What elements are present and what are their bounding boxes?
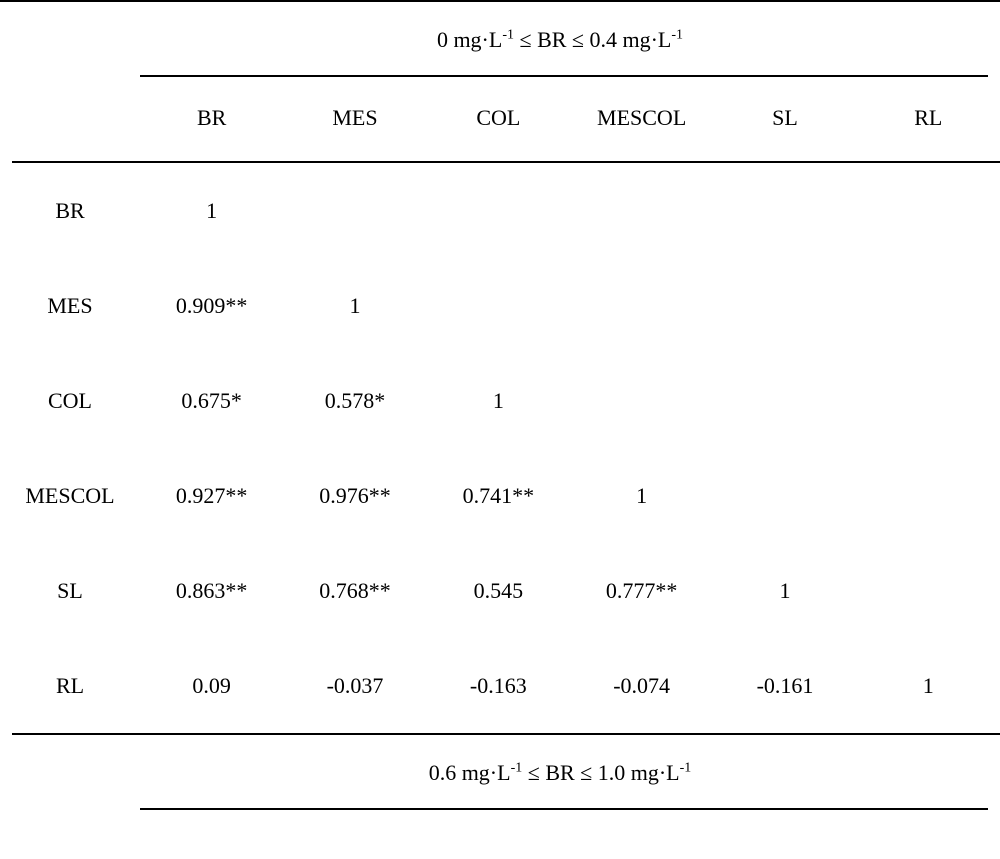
cell: 0.863** bbox=[140, 578, 283, 604]
col-header-sl: SL bbox=[713, 105, 856, 131]
section2-header-sup2: -1 bbox=[680, 761, 692, 776]
section2-header-sup1: -1 bbox=[511, 761, 523, 776]
section2-header-mid: ≤ BR ≤ 1.0 mg·L bbox=[522, 760, 679, 785]
cell: 0.675* bbox=[140, 388, 283, 414]
col-header-col: COL bbox=[427, 105, 570, 131]
cell: 0.768** bbox=[283, 578, 426, 604]
section1-header-prefix: 0 mg·L bbox=[437, 27, 502, 52]
cell: 0.741** bbox=[427, 483, 570, 509]
cell: 1 bbox=[283, 293, 426, 319]
section1-header-sup2: -1 bbox=[671, 28, 683, 43]
cell: 0.927** bbox=[140, 483, 283, 509]
cell: 0.578* bbox=[283, 388, 426, 414]
cell: 0.976** bbox=[283, 483, 426, 509]
cell: 1 bbox=[427, 388, 570, 414]
section2-header-prefix: 0.6 mg·L bbox=[429, 760, 511, 785]
row-label-mes: MES bbox=[0, 293, 140, 319]
cell: 0.909** bbox=[140, 293, 283, 319]
row-label-mescol: MESCOL bbox=[0, 483, 140, 509]
table-row: RL 0.09 -0.037 -0.163 -0.074 -0.161 1 bbox=[0, 638, 1000, 733]
columns-header-row: BR MES COL MESCOL SL RL bbox=[0, 77, 1000, 161]
section2-header: 0.6 mg·L-1 ≤ BR ≤ 1.0 mg·L-1 bbox=[0, 735, 1000, 808]
table-row: MES 0.909** 1 bbox=[0, 258, 1000, 353]
cell: 1 bbox=[570, 483, 713, 509]
cell: -0.163 bbox=[427, 673, 570, 699]
section2-header-underline bbox=[140, 808, 988, 810]
cell: 1 bbox=[713, 578, 856, 604]
section1-header-mid: ≤ BR ≤ 0.4 mg·L bbox=[514, 27, 671, 52]
section1-header-sup1: -1 bbox=[502, 28, 514, 43]
section1-header: 0 mg·L-1 ≤ BR ≤ 0.4 mg·L-1 bbox=[0, 2, 1000, 75]
cell: 0.545 bbox=[427, 578, 570, 604]
cell: -0.161 bbox=[713, 673, 856, 699]
col-header-mescol: MESCOL bbox=[570, 105, 713, 131]
cell: 0.777** bbox=[570, 578, 713, 604]
row-label-br: BR bbox=[0, 198, 140, 224]
cell: 0.09 bbox=[140, 673, 283, 699]
table-row: SL 0.863** 0.768** 0.545 0.777** 1 bbox=[0, 543, 1000, 638]
col-header-rl: RL bbox=[857, 105, 1000, 131]
cell: 1 bbox=[857, 673, 1000, 699]
col-header-mes: MES bbox=[283, 105, 426, 131]
section2-header-text: 0.6 mg·L-1 ≤ BR ≤ 1.0 mg·L-1 bbox=[309, 760, 692, 786]
row-label-sl: SL bbox=[0, 578, 140, 604]
cell: -0.037 bbox=[283, 673, 426, 699]
row-label-rl: RL bbox=[0, 673, 140, 699]
table-row: BR 1 bbox=[0, 163, 1000, 258]
table-row: COL 0.675* 0.578* 1 bbox=[0, 353, 1000, 448]
row-label-col: COL bbox=[0, 388, 140, 414]
cell: -0.074 bbox=[570, 673, 713, 699]
cell: 1 bbox=[140, 198, 283, 224]
correlation-table: 0 mg·L-1 ≤ BR ≤ 0.4 mg·L-1 BR MES COL ME… bbox=[0, 0, 1000, 810]
col-header-br: BR bbox=[140, 105, 283, 131]
label-col-blank bbox=[0, 105, 140, 131]
table-row: MESCOL 0.927** 0.976** 0.741** 1 bbox=[0, 448, 1000, 543]
section1-header-text: 0 mg·L-1 ≤ BR ≤ 0.4 mg·L-1 bbox=[317, 27, 683, 53]
